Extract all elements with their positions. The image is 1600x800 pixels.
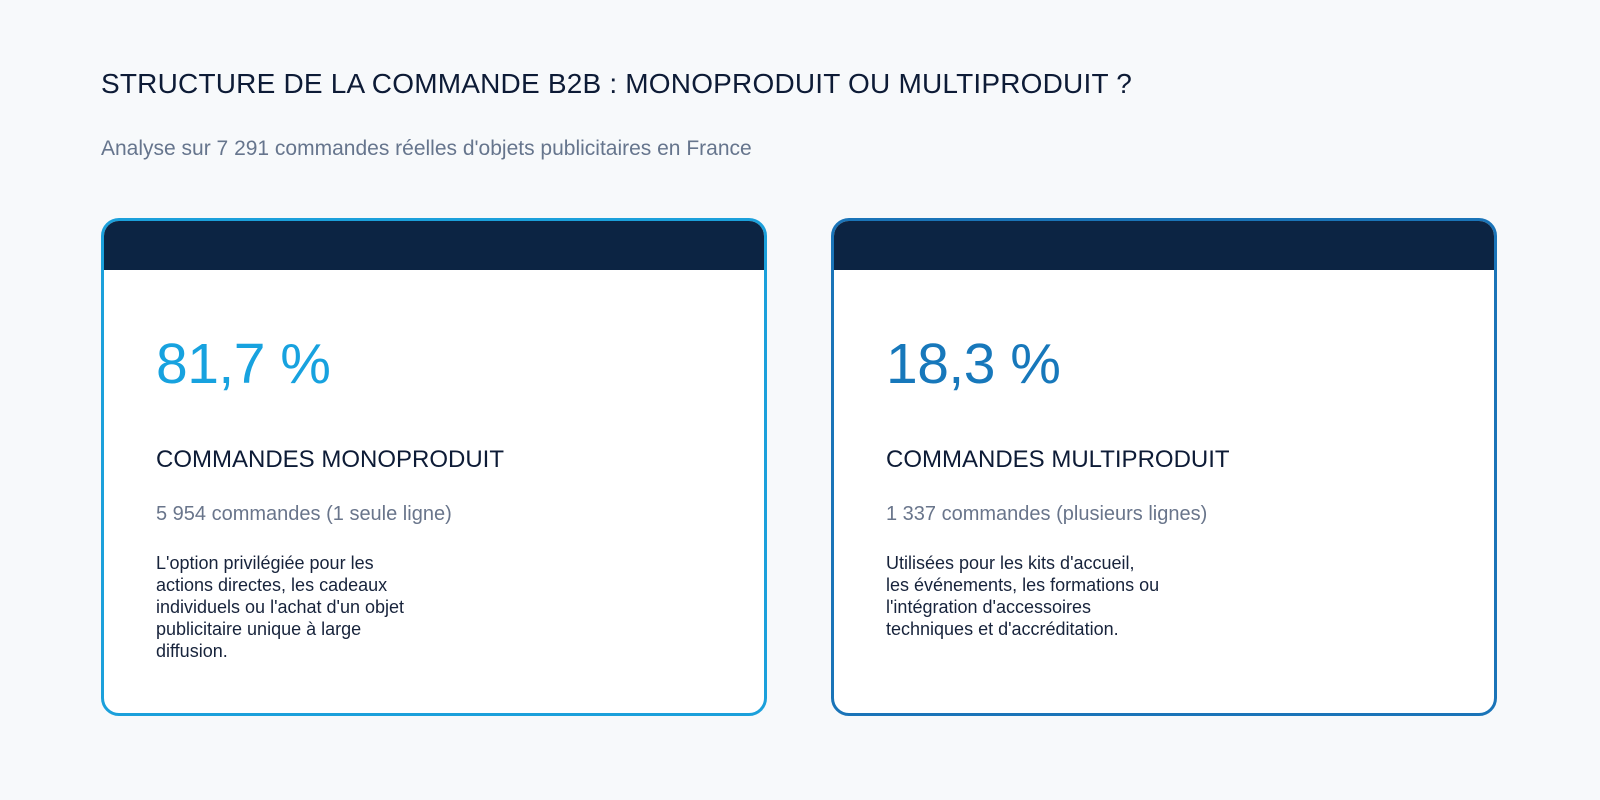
monoproduit-card: 81,7 % COMMANDES MONOPRODUIT 5 954 comma… [101, 218, 767, 716]
multiproduit-card: 18,3 % COMMANDES MULTIPRODUIT 1 337 comm… [831, 218, 1497, 716]
page-subtitle: Analyse sur 7 291 commandes réelles d'ob… [101, 137, 752, 160]
monoproduit-label: COMMANDES MONOPRODUIT [156, 446, 504, 473]
multiproduit-label: COMMANDES MULTIPRODUIT [886, 446, 1230, 473]
page-title: STRUCTURE DE LA COMMANDE B2B : MONOPRODU… [101, 68, 1133, 99]
multiproduit-description: Utilisées pour les kits d'accueil, les é… [886, 553, 1160, 639]
monoproduit-description: L'option privilégiée pour les actions di… [156, 553, 405, 661]
card-header-bar [834, 221, 1494, 270]
card-header-bar [104, 221, 764, 270]
monoproduit-percentage: 81,7 % [156, 332, 331, 396]
multiproduit-percentage: 18,3 % [886, 332, 1061, 396]
multiproduit-order-count: 1 337 commandes (plusieurs lignes) [886, 503, 1208, 525]
monoproduit-order-count: 5 954 commandes (1 seule ligne) [156, 503, 452, 525]
